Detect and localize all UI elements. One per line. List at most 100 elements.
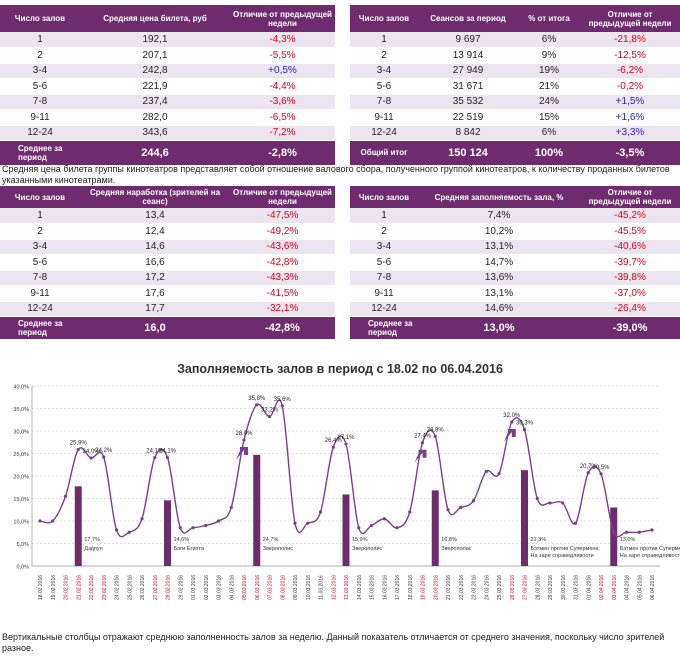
- series-point: [369, 523, 374, 528]
- series-point: [497, 472, 501, 476]
- cell-value: 22 519: [418, 109, 518, 126]
- x-tick-label: 01.03.2016: [191, 575, 197, 600]
- cell-value: 7,4%: [418, 208, 580, 224]
- chart-bars: 17,7% Дэдпул 14,6% Боги Египта 24,7% Зверопол…: [74, 454, 680, 566]
- cell-value: 35 532: [418, 94, 518, 110]
- series-point: [650, 528, 654, 532]
- col-halls: Число залов: [350, 186, 418, 208]
- table-row: 9-11 282,0 -6,5%: [0, 109, 335, 126]
- viewers-per-session-table: Число залов Средняя наработка (зрителей …: [0, 186, 335, 339]
- cell-diff: -4,4%: [230, 78, 335, 95]
- x-tick-label: 28.03.2016: [535, 575, 541, 600]
- cell-diff: -47,5%: [230, 208, 335, 224]
- x-tick-label: 25.03.2016: [497, 575, 503, 600]
- series-point: [229, 505, 233, 510]
- bar-film-label: Бэтмен против Супермена:: [531, 546, 601, 552]
- point-value-label: 28,0%: [235, 431, 253, 437]
- weekly-bar: [521, 470, 528, 566]
- series-point: [573, 521, 578, 525]
- y-tick-label: 35,0%: [13, 407, 29, 413]
- occupancy-table: Число залов Средняя заполняемость зала, …: [350, 186, 680, 339]
- cell-halls: 7-8: [350, 270, 418, 286]
- weekly-bar: [610, 507, 618, 566]
- series-point: [561, 501, 565, 505]
- cell-halls: 3-4: [350, 239, 418, 255]
- series-point: [357, 526, 361, 530]
- x-tick-label: 28.02.2016: [166, 575, 172, 600]
- table-row: 9-11 17,6 -41,5%: [0, 285, 335, 302]
- cell-value: 221,9: [80, 78, 230, 95]
- col-avg-price: Средняя цена билета, руб: [80, 5, 230, 32]
- cell-share: 15%: [518, 109, 580, 126]
- point-value-label: 25,9%: [70, 440, 88, 446]
- series-point: [599, 472, 603, 476]
- cell-value: 192,1: [80, 32, 230, 48]
- series-point: [637, 530, 641, 534]
- x-tick-label: 05.04.2016: [637, 575, 643, 600]
- x-tick-label: 04.04.2016: [625, 575, 631, 600]
- cell-diff: -43,3%: [230, 270, 335, 286]
- x-tick-label: 11.03.2016: [319, 575, 325, 600]
- cell-diff: -49,2%: [230, 223, 335, 240]
- point-value-label: 35,8%: [248, 396, 266, 402]
- cell-diff: -7,2%: [230, 125, 335, 141]
- point-value-label: 35,6%: [274, 397, 292, 403]
- cell-halls: 7-8: [0, 94, 80, 110]
- series-point: [624, 530, 629, 534]
- bar-film-label: Боги Египта: [174, 546, 205, 552]
- table-row: 7-8 35 532 24% +1,5%: [350, 94, 680, 110]
- point-value-label: 20,7%: [580, 464, 598, 470]
- x-tick-label: 02.04.2016: [599, 575, 605, 600]
- footer-label: Среднее за период: [0, 140, 80, 165]
- series-point: [318, 510, 323, 514]
- trend-arrow-icon: [414, 449, 427, 463]
- table-row: 12-24 343,6 -7,2%: [0, 125, 335, 141]
- cell-diff: +3,3%: [580, 125, 680, 141]
- table-row: 12-24 8 842 6% +3,3%: [350, 125, 680, 141]
- x-tick-label: 06.04.2016: [650, 575, 656, 600]
- cell-diff: -0,2%: [580, 78, 680, 95]
- series-point: [267, 415, 272, 419]
- series-point: [612, 530, 616, 534]
- y-tick-label: 30,0%: [13, 430, 29, 436]
- chart-labels: 25,9% 24,0%24,2% 24,1%24,1% 28,0% 35,8% 33,2%…: [70, 396, 610, 471]
- cell-value: 17,6: [80, 285, 230, 302]
- x-tick-label: 25.02.2016: [127, 575, 133, 600]
- chart-footnote: Вертикальные столбцы отражают среднюю за…: [2, 632, 665, 653]
- cell-diff: -45,2%: [580, 208, 680, 224]
- series-point: [280, 404, 284, 408]
- series-point: [471, 499, 476, 503]
- cell-halls: 2: [350, 47, 418, 64]
- bar-film-label: Зверополис: [352, 546, 383, 552]
- series-point: [586, 471, 590, 475]
- cell-diff: +0,5%: [230, 63, 335, 79]
- bar-value-label: 14,6%: [174, 537, 190, 543]
- x-tick-label: 04.03.2016: [229, 575, 235, 600]
- x-tick-label: 13.03.2016: [344, 575, 350, 600]
- series-point: [178, 526, 182, 530]
- cell-halls: 2: [0, 47, 80, 64]
- table-row: 7-8 237,4 -3,6%: [0, 94, 335, 110]
- col-share: % от итога: [518, 5, 580, 32]
- point-value-label: 27,1%: [337, 435, 355, 441]
- cell-value: 16,6: [80, 254, 230, 271]
- bar-film-label: Бэтмен против Супермена:: [620, 546, 680, 552]
- x-tick-label: 15.03.2016: [370, 575, 376, 600]
- y-tick-label: 20,0%: [13, 475, 29, 481]
- bar-film-label: На заре справедливости: [620, 553, 680, 559]
- cell-value: 14,6%: [418, 301, 580, 317]
- chart-line-layer: [38, 399, 654, 538]
- footer-value: 16,0: [80, 316, 230, 339]
- cell-value: 10,2%: [418, 223, 580, 240]
- series-point: [216, 519, 221, 523]
- cell-value: 13,1%: [418, 285, 580, 302]
- cell-halls: 2: [0, 223, 80, 240]
- x-tick-label: 19.03.2016: [421, 575, 427, 600]
- cell-diff: -3,6%: [230, 94, 335, 110]
- trend-arrow-icon: [236, 447, 248, 460]
- series-point: [89, 456, 93, 460]
- series-point: [242, 438, 246, 442]
- series-point: [114, 528, 119, 532]
- bar-film-label: На заре справедливости: [531, 553, 594, 559]
- footer-diff: -39,0%: [580, 316, 680, 339]
